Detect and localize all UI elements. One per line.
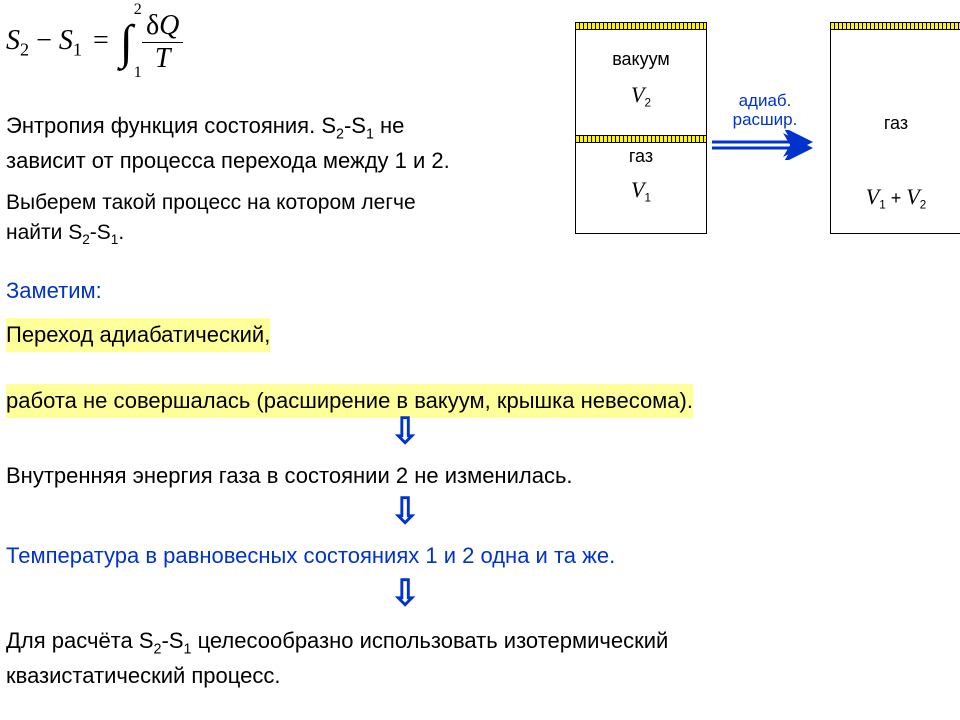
right-top-hatch	[830, 22, 960, 30]
process-arrow-icon	[710, 130, 825, 160]
notice-label: Заметим:	[6, 275, 102, 307]
p2-b: найти S	[6, 221, 82, 244]
hl-line1: Переход адиабатический,	[6, 318, 270, 352]
arrow-down-3: ⇩	[390, 572, 420, 614]
label-gas-left: газ	[576, 146, 706, 167]
process-label: адиаб. расшир.	[715, 92, 815, 129]
paragraph-entropy-state: Энтропия функция состояния. S2-S1 не зав…	[6, 110, 506, 177]
p2-a: Выберем такой процесс на котором легче	[6, 191, 416, 214]
expansion-diagram: вакуум V2 газ V1 адиаб. расшир. газ V1 +…	[575, 12, 955, 242]
fraction-dQ-T: δQ T	[142, 10, 183, 75]
sym-eq: =	[93, 25, 109, 56]
label-Vsum: V1 + V2	[831, 184, 960, 212]
highlight-block: Переход адиабатический, работа не соверш…	[6, 318, 693, 418]
p1-line2: зависит от процесса перехода между 1 и 2…	[6, 148, 450, 173]
paragraph-choose-process: Выберем такой процесс на котором легче н…	[6, 188, 506, 250]
left-top-hatch	[575, 22, 707, 30]
label-V2: V2	[576, 82, 706, 110]
label-V1: V1	[576, 177, 706, 205]
p2-end: .	[118, 221, 124, 244]
proc-l2: расшир.	[733, 110, 798, 129]
sym-S1: S1	[59, 25, 82, 56]
left-container: вакуум V2 газ V1	[575, 22, 707, 234]
arrow-down-2: ⇩	[390, 490, 420, 532]
sym-minus: −	[36, 25, 52, 56]
conclusion-1: Внутренняя энергия газа в состоянии 2 не…	[6, 460, 573, 492]
label-gas-right: газ	[831, 113, 960, 134]
left-divider-hatch	[575, 135, 707, 143]
p2-sub2: 2	[82, 233, 90, 248]
p1-a: Энтропия функция состояния. S	[6, 113, 336, 138]
c3-line2: квазистатический процесс.	[6, 663, 280, 688]
c3-sub2: 2	[154, 641, 162, 657]
proc-l1: адиаб.	[739, 91, 792, 110]
denominator: T	[151, 43, 175, 75]
c3-b: целесообразно использовать изотермически…	[191, 628, 668, 653]
integral-sign: ∫	[120, 16, 133, 69]
p1-b: не	[374, 113, 405, 138]
integral: 2 ∫ 1	[120, 15, 133, 70]
label-vacuum: вакуум	[576, 49, 706, 70]
int-lower: 1	[134, 64, 142, 82]
arrow-down-1: ⇩	[390, 410, 420, 452]
numerator: δQ	[142, 10, 183, 43]
sym-S2: S2	[6, 25, 29, 56]
int-upper: 2	[134, 1, 142, 19]
conclusion-3: Для расчёта S2-S1 целесообразно использо…	[6, 625, 906, 692]
hl-line2: работа не совершалась (расширение в ваку…	[6, 384, 693, 418]
conclusion-2: Температура в равновесных состояниях 1 и…	[6, 540, 615, 572]
c3-dash: -S	[162, 628, 184, 653]
p1-sub1: 1	[366, 126, 374, 142]
p1-dash: -S	[344, 113, 366, 138]
c3-a: Для расчёта S	[6, 628, 154, 653]
right-container: газ V1 + V2	[830, 22, 960, 234]
p2-dash: -S	[90, 221, 111, 244]
entropy-formula: S2 − S1 = 2 ∫ 1 δQ T	[6, 10, 183, 75]
p1-sub2: 2	[336, 126, 344, 142]
